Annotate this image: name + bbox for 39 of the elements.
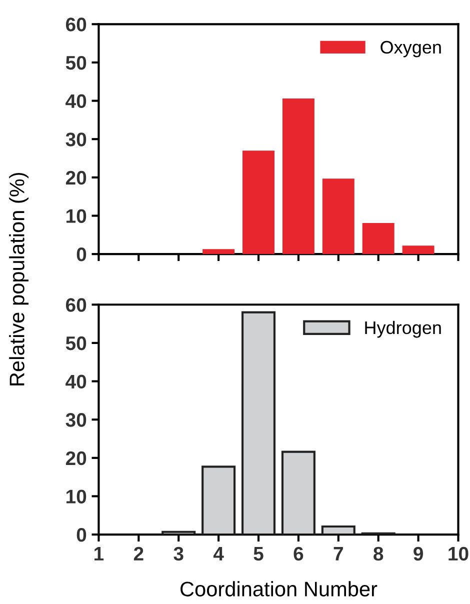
- y-tick-label: 60: [66, 298, 86, 312]
- bar: [321, 525, 356, 535]
- y-tick-label: 0: [76, 528, 86, 542]
- bar: [402, 246, 434, 254]
- x-tick-label: 9: [414, 546, 423, 561]
- y-tick-label: 20: [66, 170, 86, 185]
- x-tick-label: 8: [374, 546, 384, 561]
- bar: [281, 450, 316, 535]
- bar: [362, 223, 394, 254]
- y-axis-title: Relative population (%): [9, 172, 29, 386]
- y-tick-label: 30: [66, 413, 86, 427]
- y-tick-label: 10: [66, 490, 86, 504]
- x-tick-label: 10: [448, 546, 468, 561]
- bar: [282, 98, 314, 254]
- bar: [242, 150, 274, 254]
- x-tick-label: 5: [254, 547, 264, 561]
- x-tick-label: 2: [134, 546, 144, 560]
- legend-label: Oxygen: [380, 40, 441, 58]
- x-tick-label: 1: [94, 547, 104, 560]
- legend-label: Hydrogen: [365, 320, 441, 338]
- bar: [202, 466, 236, 535]
- y-tick-label: 30: [66, 132, 86, 146]
- y-tick-label: 0: [76, 248, 86, 262]
- x-tick-label: 6: [294, 546, 304, 561]
- y-tick-label: 10: [66, 209, 86, 223]
- bar: [162, 530, 196, 535]
- x-tick-label: 3: [174, 546, 184, 561]
- x-tick-label: 4: [213, 547, 224, 560]
- x-axis-title: Coordination Number: [180, 581, 378, 596]
- y-tick-label: 20: [66, 451, 86, 466]
- y-tick-label: 40: [66, 94, 86, 108]
- y-tick-label: 60: [66, 18, 86, 32]
- bar: [241, 311, 276, 535]
- y-tick-label: 50: [66, 56, 86, 70]
- bar: [322, 178, 354, 254]
- y-tick-label: 50: [66, 336, 86, 350]
- bar: [202, 249, 235, 254]
- x-tick-label: 7: [334, 547, 343, 560]
- y-tick-label: 40: [66, 374, 86, 389]
